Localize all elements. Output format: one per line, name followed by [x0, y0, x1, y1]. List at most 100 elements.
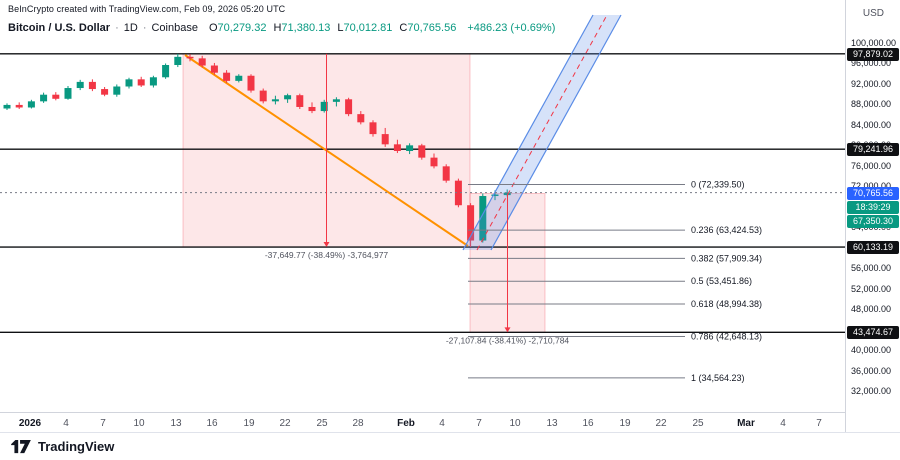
time-axis-tick: 16 [206, 418, 218, 429]
footer-bar: TradingView [0, 432, 900, 460]
ohlc-readout: O70,279.32 H71,380.13 L70,012.81 C70,765… [209, 22, 555, 34]
candle-body [369, 122, 377, 135]
candle-body [15, 104, 23, 108]
fib-level-label: 0 (72,339.50) [691, 180, 745, 190]
measure-label: -27,107.84 (-38.41%) -2,710,784 [446, 335, 570, 345]
candle-body [223, 72, 231, 81]
change-value: +486.23 (+0.69%) [467, 22, 556, 34]
time-axis-tick: 4 [63, 418, 69, 429]
price-axis-tick: 40,000.00 [851, 345, 892, 356]
level-price-badge: 97,879.02 [847, 47, 899, 61]
candle-body [296, 95, 304, 107]
projection-channel[interactable] [463, 15, 621, 250]
candle-body [27, 101, 35, 108]
interval-label[interactable]: 1D [123, 22, 138, 34]
fib-level-label: 1 (34,564.23) [691, 373, 745, 383]
tradingview-brand-text[interactable]: TradingView [38, 439, 115, 454]
time-axis-tick: 28 [352, 418, 364, 429]
symbol-info-bar[interactable]: Bitcoin / U.S. Dollar · 1D · Coinbase O7… [8, 22, 555, 34]
measure-arrowhead [504, 327, 511, 333]
candle-body [345, 99, 353, 115]
time-axis-tick: 16 [582, 418, 594, 429]
time-axis-tick: 19 [243, 418, 255, 429]
time-axis-tick: 25 [316, 418, 328, 429]
candle-body [137, 79, 145, 86]
price-axis-tick: 32,000.00 [851, 386, 892, 396]
price-axis-tick: 92,000.00 [851, 78, 892, 89]
level-price-badge: 43,474.67 [847, 326, 899, 340]
time-axis-tick: Feb [397, 418, 415, 429]
measure-arrowhead [323, 242, 330, 248]
candle-body [235, 75, 243, 81]
symbol-title[interactable]: Bitcoin / U.S. Dollar [8, 22, 111, 34]
candle-body [430, 157, 438, 167]
level-price-badge: 60,133.19 [847, 241, 899, 255]
price-axis-tick: 36,000.00 [851, 365, 892, 376]
price-axis[interactable]: 100,000.00 96,000.00 92,000.00 88,000.00 84,… [845, 0, 900, 432]
candle-body [479, 196, 487, 241]
candle-body [271, 99, 279, 102]
fib-level-label: 0.618 (48,994.38) [691, 299, 762, 309]
high-value: H71,380.13 [273, 22, 331, 34]
price-axis-tick: 84,000.00 [851, 119, 892, 130]
candle-body [113, 86, 121, 95]
fib-level-label: 0.5 (53,451.86) [691, 276, 752, 286]
tradingview-logo-icon[interactable] [10, 439, 32, 454]
price-axis-tick: 96,000.00 [851, 58, 892, 69]
candle-body [210, 65, 218, 73]
candle-body [332, 99, 340, 102]
candlestick-chart[interactable]: 0 (72,339.50) 0.236 (63,424.53) 0.382 (57,… [0, 0, 845, 412]
time-axis-tick: 7 [100, 418, 106, 429]
candle-body [174, 56, 182, 66]
candle-body [406, 145, 414, 151]
price-axis-tick: 100,000.00 [851, 38, 897, 48]
time-axis-tick: 7 [476, 418, 482, 429]
separator-dot: · [115, 22, 119, 34]
candle-body [198, 58, 206, 66]
price-axis-tick: 56,000.00 [851, 263, 892, 274]
currency-label: USD [862, 8, 884, 19]
measure-label: -37,649.77 (-38.49%) -3,764,977 [265, 250, 389, 260]
candle-body [381, 134, 389, 145]
time-axis-tick: 10 [133, 418, 145, 429]
time-axis[interactable]: 2026 4 7 10 13 16 19 22 25 28 Feb 4 7 10 13 16 19 22 25 Mar… [0, 412, 845, 433]
fib-level-label: 0.236 (63,424.53) [691, 225, 762, 235]
bar-close-countdown-badge: 18:39:29 [847, 200, 899, 214]
candle-body [454, 180, 462, 206]
candle-body [64, 88, 72, 99]
time-axis-tick: 13 [170, 418, 182, 429]
candle-body [357, 114, 365, 123]
candle-body [186, 56, 194, 59]
candle-body [3, 104, 11, 109]
candle-body [162, 65, 170, 78]
candle-body [125, 79, 133, 87]
attribution-text: BeInCrypto created with TradingView.com,… [8, 4, 286, 14]
channel-border-line[interactable] [462, 14, 594, 251]
channel-border-line[interactable] [490, 14, 622, 251]
time-axis-tick: 22 [279, 418, 291, 429]
time-axis-tick: 7 [816, 418, 822, 429]
price-axis-tick: 52,000.00 [851, 283, 892, 294]
price-axis-tick: 48,000.00 [851, 304, 892, 315]
low-value: L70,012.81 [337, 22, 393, 34]
level-price-badge: 67,350.30 [847, 214, 899, 228]
candle-body [40, 94, 48, 102]
candle-body [308, 106, 316, 112]
candle-body [247, 75, 255, 91]
fib-level-label: 0.382 (57,909.34) [691, 253, 762, 263]
candle-body [52, 94, 60, 99]
time-axis-tick: 4 [780, 418, 786, 429]
time-axis-tick: 2026 [18, 418, 42, 429]
time-axis-tick: 19 [619, 418, 631, 429]
candle-body [284, 95, 292, 100]
price-axis-tick: 88,000.00 [851, 99, 892, 110]
candle-body [467, 205, 475, 241]
time-axis-tick: 10 [509, 418, 521, 429]
fib-level-label: 0.786 (42,648.13) [691, 332, 762, 342]
candle-body [149, 77, 157, 86]
candle-body [393, 144, 401, 151]
time-axis-tick: 25 [692, 418, 704, 429]
price-axis-tick: 76,000.00 [851, 160, 892, 171]
time-axis-tick: 4 [439, 418, 445, 429]
